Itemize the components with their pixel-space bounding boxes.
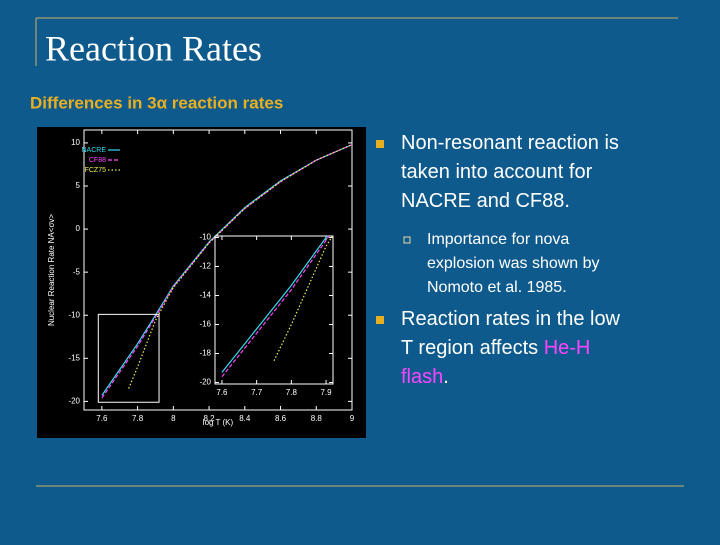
bullet-list: Non-resonant reaction is taken into accou…: [376, 132, 621, 388]
series-line: [128, 144, 352, 389]
x-tick-label: 8: [171, 414, 176, 423]
sub-bullet-marker: [403, 236, 411, 244]
highlight-text: flash: [401, 366, 443, 388]
y-tick-label: -12: [199, 262, 211, 271]
highlight-text: He-H: [544, 337, 591, 359]
y-tick-label: -20: [68, 396, 80, 405]
y-tick-label: -20: [199, 378, 211, 387]
y-tick-label: -14: [199, 291, 211, 300]
x-tick-label: 8.6: [275, 414, 287, 423]
x-tick-label: 7.6: [216, 388, 228, 397]
y-tick-label: -16: [199, 320, 211, 329]
text-run: Non-resonant reaction is: [401, 132, 619, 154]
bullet-text: Non-resonant reaction is: [401, 132, 619, 154]
series-line: [221, 236, 330, 378]
plot-frame: [214, 235, 334, 385]
x-tick-label: 7.8: [286, 388, 298, 397]
subtitle: Differences in 3α reaction rates: [30, 93, 283, 112]
x-tick-label: 9: [350, 414, 355, 423]
y-tick-label: -10: [68, 310, 80, 319]
x-tick-label: 7.7: [251, 388, 263, 397]
x-tick-label: 7.6: [96, 414, 108, 423]
legend-label: NACRE: [81, 147, 106, 154]
slide-title: Reaction Rates: [45, 28, 262, 68]
y-tick-label: -15: [68, 353, 80, 362]
y-axis-label: Nuclear Reaction Rate NA<σv>: [47, 214, 56, 326]
x-tick-label: 7.8: [132, 414, 144, 423]
bullet-text: T region affects He-H: [401, 337, 590, 359]
legend-label: FCZ75: [85, 167, 107, 174]
x-tick-label: 8.8: [311, 414, 323, 423]
y-tick-label: -5: [73, 267, 81, 276]
y-tick-label: -10: [199, 233, 211, 242]
zoom-box: [97, 313, 160, 403]
bullet-text: explosion was shown by: [427, 255, 600, 272]
bullet-text: flash.: [401, 366, 449, 388]
x-tick-label: 8.4: [239, 414, 251, 423]
x-tick-label: 7.9: [320, 388, 332, 397]
series-line: [101, 144, 352, 399]
bullet-text: NACRE and CF88.: [401, 190, 570, 212]
chart: 7.6 7.8 8 8.2 8.4 8.6 8.8 9 -20 -15 -10 -5 0 5 10 7.6 7.…: [47, 129, 355, 427]
text-run: taken into account for: [401, 161, 593, 183]
y-tick-label: 0: [76, 224, 81, 233]
y-tick-label: 5: [76, 181, 81, 190]
text-run: T region affects: [401, 337, 544, 359]
x-axis-label: log T (K): [203, 418, 234, 427]
text-run: explosion was shown by: [427, 255, 600, 272]
bullet-text: Importance for nova: [427, 231, 569, 248]
legend-label: CF88: [89, 157, 106, 164]
y-tick-label: 10: [71, 138, 80, 147]
text-run: NACRE and CF88.: [401, 190, 570, 212]
x-tick-label: 8.2: [204, 414, 216, 423]
bullet-text: Nomoto et al. 1985.: [427, 279, 567, 296]
bullet-text: Reaction rates in the low: [401, 308, 621, 330]
text-run: Reaction rates in the low: [401, 308, 621, 330]
bullet-marker: [376, 140, 384, 148]
bullet-marker: [376, 316, 384, 324]
y-tick-label: -18: [199, 349, 211, 358]
text-run: Importance for nova: [427, 231, 569, 248]
text-run: .: [443, 366, 449, 388]
text-run: Nomoto et al. 1985.: [427, 279, 567, 296]
bullet-text: taken into account for: [401, 161, 593, 183]
series-line: [221, 236, 328, 373]
